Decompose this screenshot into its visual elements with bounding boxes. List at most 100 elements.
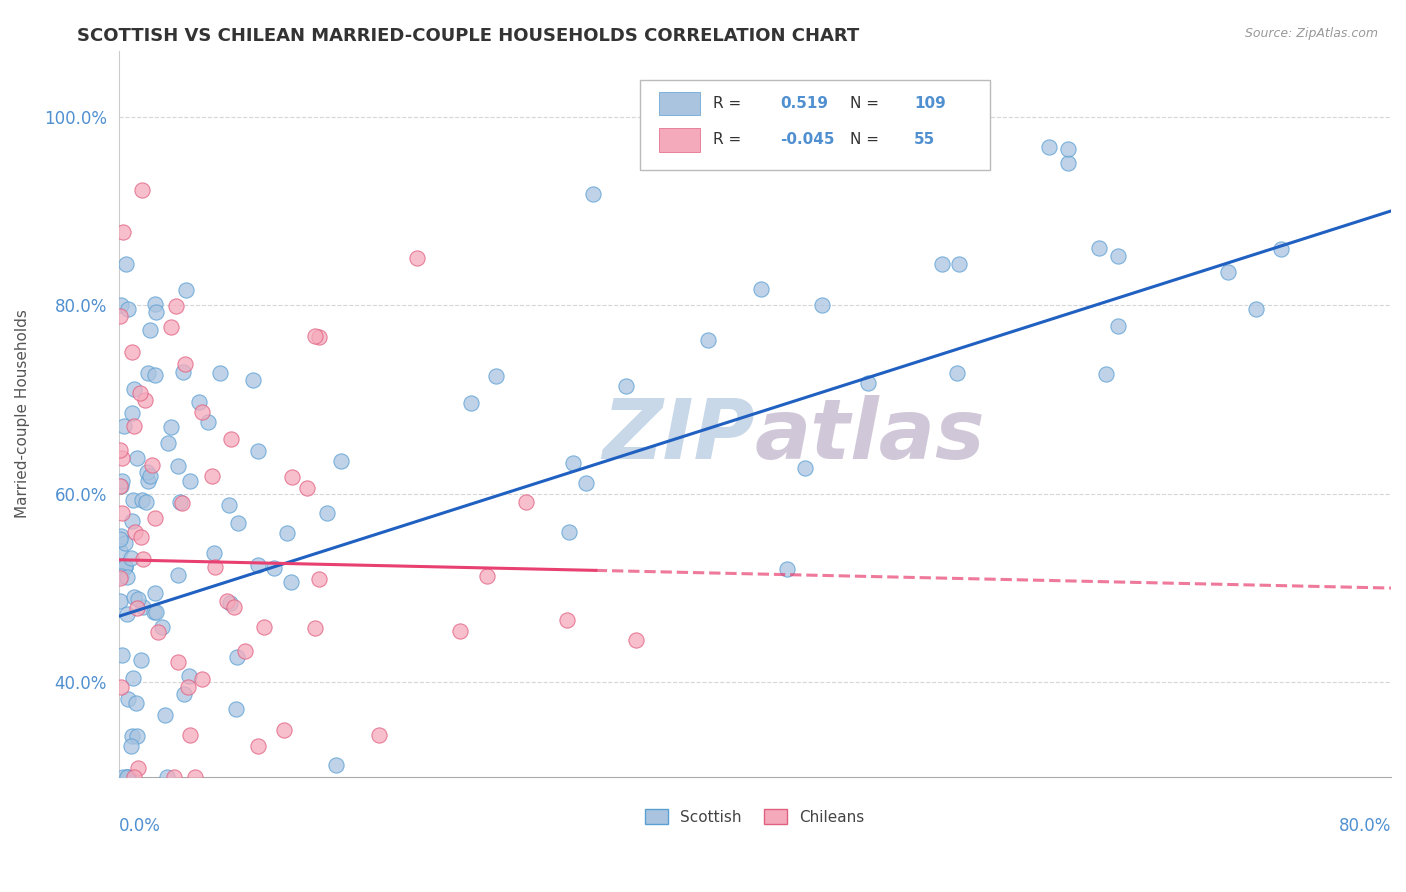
Point bbox=[368, 729, 391, 743]
Point bbox=[163, 770, 186, 784]
Point bbox=[1107, 249, 1129, 263]
Point bbox=[222, 600, 245, 615]
Text: 55: 55 bbox=[914, 133, 935, 147]
Point bbox=[575, 476, 598, 491]
Point bbox=[111, 506, 134, 520]
Point bbox=[173, 357, 195, 371]
Point bbox=[515, 494, 537, 508]
Point bbox=[131, 492, 153, 507]
Text: 0.519: 0.519 bbox=[780, 96, 828, 112]
Point bbox=[143, 605, 166, 619]
Point bbox=[124, 525, 146, 540]
Point bbox=[110, 529, 132, 543]
FancyBboxPatch shape bbox=[640, 79, 990, 170]
Point bbox=[179, 728, 201, 742]
Point bbox=[121, 345, 143, 359]
Point bbox=[125, 697, 148, 711]
Point bbox=[111, 475, 134, 489]
Point bbox=[246, 443, 269, 458]
Point bbox=[948, 256, 970, 270]
Point bbox=[1094, 367, 1116, 381]
Point bbox=[110, 571, 132, 585]
Point bbox=[156, 435, 179, 450]
Point bbox=[304, 329, 326, 343]
Text: -0.045: -0.045 bbox=[780, 133, 835, 147]
Point bbox=[114, 536, 136, 550]
Point bbox=[295, 481, 318, 495]
Point bbox=[110, 443, 132, 458]
Point bbox=[124, 382, 146, 396]
Point bbox=[165, 299, 187, 313]
Point bbox=[1246, 301, 1268, 316]
Point bbox=[460, 396, 482, 410]
Point bbox=[132, 552, 155, 566]
Point bbox=[114, 559, 136, 574]
Point bbox=[135, 495, 157, 509]
Point bbox=[145, 605, 167, 619]
Point bbox=[110, 298, 132, 312]
Point bbox=[131, 183, 153, 197]
Point bbox=[114, 558, 136, 573]
Point bbox=[136, 466, 159, 480]
Point bbox=[280, 575, 302, 590]
Point bbox=[263, 561, 285, 575]
Point bbox=[776, 562, 799, 576]
Point bbox=[172, 496, 194, 510]
Text: R =: R = bbox=[713, 133, 741, 147]
Point bbox=[191, 672, 214, 686]
Point bbox=[209, 366, 232, 380]
Point bbox=[246, 739, 269, 753]
Point bbox=[226, 649, 249, 664]
Point bbox=[325, 758, 347, 772]
Point bbox=[110, 479, 132, 493]
Text: R =: R = bbox=[713, 96, 741, 112]
Point bbox=[449, 624, 471, 638]
Point bbox=[129, 385, 152, 400]
Point bbox=[115, 770, 138, 784]
Point bbox=[117, 570, 139, 584]
Point bbox=[219, 596, 242, 610]
Point bbox=[129, 530, 152, 544]
Point bbox=[174, 283, 197, 297]
Point bbox=[169, 495, 191, 509]
Point bbox=[555, 614, 578, 628]
Text: Source: ZipAtlas.com: Source: ZipAtlas.com bbox=[1244, 27, 1378, 40]
Point bbox=[127, 761, 149, 775]
Point bbox=[121, 514, 143, 528]
Point bbox=[856, 376, 879, 390]
Text: N =: N = bbox=[851, 96, 879, 112]
Point bbox=[110, 533, 132, 547]
Point bbox=[114, 559, 136, 574]
Text: atlas: atlas bbox=[755, 395, 986, 476]
Y-axis label: Married-couple Households: Married-couple Households bbox=[15, 310, 30, 518]
Point bbox=[219, 433, 242, 447]
Point bbox=[110, 680, 132, 694]
Point bbox=[129, 653, 152, 667]
Point bbox=[122, 591, 145, 605]
Point bbox=[167, 567, 190, 582]
Point bbox=[202, 546, 225, 560]
Point bbox=[253, 620, 276, 634]
Point bbox=[127, 450, 149, 465]
Point bbox=[329, 454, 352, 468]
Point bbox=[117, 692, 139, 706]
Point bbox=[276, 526, 298, 541]
FancyBboxPatch shape bbox=[659, 128, 700, 152]
Point bbox=[160, 320, 183, 334]
Point bbox=[187, 395, 209, 409]
Point bbox=[218, 498, 240, 512]
Point bbox=[166, 459, 188, 474]
Point bbox=[139, 322, 162, 336]
Point bbox=[751, 282, 773, 296]
Point bbox=[143, 297, 166, 311]
Point bbox=[201, 468, 224, 483]
Text: 0.0%: 0.0% bbox=[118, 816, 160, 835]
Text: 80.0%: 80.0% bbox=[1339, 816, 1391, 835]
Point bbox=[1038, 139, 1060, 153]
Point bbox=[117, 770, 139, 784]
Point bbox=[308, 573, 330, 587]
Point bbox=[191, 405, 214, 419]
Point bbox=[124, 770, 146, 784]
Text: ZIP: ZIP bbox=[602, 395, 755, 476]
Point bbox=[115, 607, 138, 621]
